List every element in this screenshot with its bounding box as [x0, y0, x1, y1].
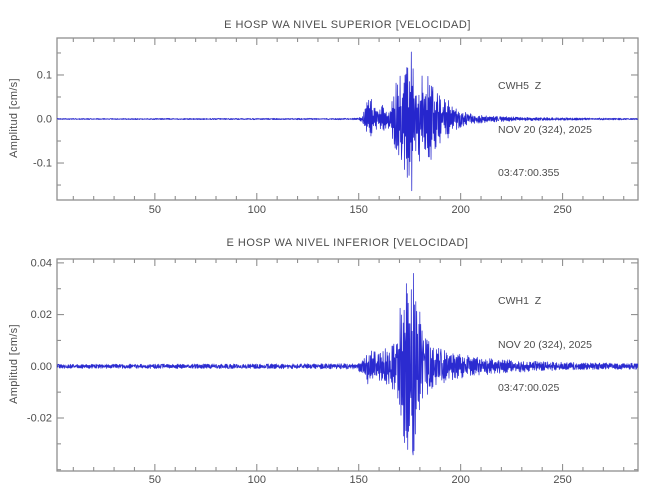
seismogram-trace	[57, 272, 638, 456]
y-tick-label: 0.02	[31, 309, 52, 321]
station-date-line: NOV 20 (324), 2025	[498, 123, 592, 136]
x-tick-label: 100	[248, 474, 266, 486]
plot-superior-title: E HOSP WA NIVEL SUPERIOR [VELOCIDAD]	[224, 19, 471, 31]
plot-superior-station-info: CWH5 Z NOV 20 (324), 2025 03:47:00.355	[498, 50, 592, 210]
station-code-line: CWH1 Z	[498, 295, 542, 307]
plot-inferior-station-info: CWH1 Z NOV 20 (324), 2025 03:47:00.025	[498, 265, 592, 425]
y-tick-label: 0.1	[37, 69, 52, 81]
station-time-line: 03:47:00.355	[498, 167, 560, 179]
seismogram-trace	[57, 51, 638, 192]
x-tick-label: 150	[350, 474, 368, 486]
station-code-line: CWH5 Z	[498, 80, 542, 92]
plot-inferior-title: E HOSP WA NIVEL INFERIOR [VELOCIDAD]	[226, 237, 469, 249]
y-tick-label: 0.04	[31, 257, 52, 269]
station-date-line: NOV 20 (324), 2025	[498, 338, 592, 351]
y-tick-label: -0.1	[33, 158, 52, 170]
y-tick-label: 0.0	[37, 114, 52, 126]
x-tick-label: 200	[451, 204, 469, 216]
x-tick-label: 150	[350, 204, 368, 216]
x-tick-label: 50	[149, 204, 161, 216]
y-tick-label: 0.00	[31, 361, 52, 373]
x-tick-label: 200	[451, 474, 469, 486]
y-tick-label: -0.02	[27, 413, 52, 425]
x-tick-label: 50	[149, 474, 161, 486]
station-time-line: 03:47:00.025	[498, 382, 560, 394]
x-tick-label: 250	[553, 474, 571, 486]
x-tick-label: 100	[248, 204, 266, 216]
x-tick-label: 250	[553, 204, 571, 216]
